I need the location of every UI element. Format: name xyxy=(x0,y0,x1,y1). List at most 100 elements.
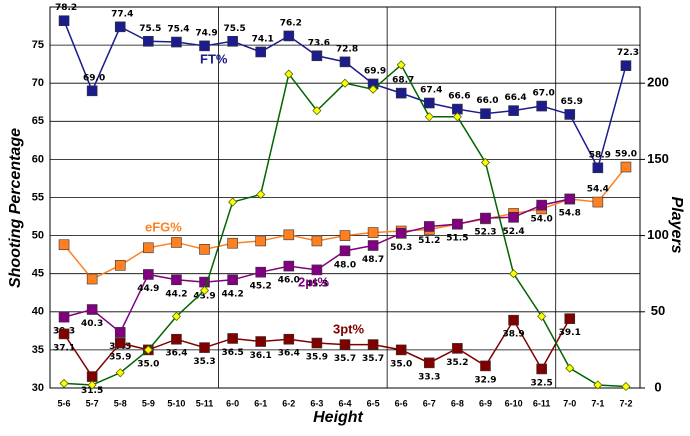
data-label: 69.9 xyxy=(364,66,386,76)
data-label: 33.3 xyxy=(418,372,440,382)
series-annotation: 2pt% xyxy=(298,274,330,289)
marker xyxy=(171,36,182,48)
marker xyxy=(87,380,97,390)
marker xyxy=(311,264,323,276)
marker xyxy=(58,239,70,251)
data-label: 44.9 xyxy=(137,284,159,294)
marker xyxy=(228,197,238,207)
marker xyxy=(593,380,603,390)
marker xyxy=(199,244,210,255)
data-label: 52.3 xyxy=(474,228,496,238)
marker xyxy=(115,368,125,378)
marker xyxy=(565,363,575,373)
data-label: 54.4 xyxy=(587,185,609,195)
data-label: 36.4 xyxy=(165,349,187,359)
marker xyxy=(311,50,323,62)
y2-tick-label: 50 xyxy=(651,303,665,318)
marker xyxy=(480,157,491,168)
x-tick-label: 6-9 xyxy=(479,398,492,408)
data-label: 67.0 xyxy=(533,89,555,99)
data-label: 78.2 xyxy=(55,3,77,13)
x-tick-label: 5-6 xyxy=(58,398,71,408)
marker xyxy=(171,311,181,321)
data-label: 35.7 xyxy=(362,354,384,364)
marker xyxy=(536,100,547,112)
series-annotation: eFG% xyxy=(145,219,182,234)
data-label: 35.9 xyxy=(306,353,328,363)
marker xyxy=(312,106,322,116)
y-tick-label: 65 xyxy=(32,115,44,127)
marker xyxy=(171,237,182,248)
marker xyxy=(508,105,519,116)
marker xyxy=(339,245,351,257)
x-tick-label: 6-11 xyxy=(533,398,551,408)
marker xyxy=(367,227,379,238)
marker xyxy=(536,199,547,211)
x-tick-label: 6-10 xyxy=(505,398,523,408)
marker xyxy=(311,235,323,247)
data-label: 75.4 xyxy=(167,25,189,35)
marker xyxy=(592,196,604,208)
data-label: 45.2 xyxy=(250,282,272,292)
series-annotation: 3pt% xyxy=(333,321,365,336)
marker xyxy=(509,269,519,279)
marker xyxy=(620,161,632,173)
data-label: 65.9 xyxy=(561,97,583,107)
marker xyxy=(395,228,407,239)
marker xyxy=(621,381,631,392)
marker xyxy=(620,60,632,71)
data-label: 54.8 xyxy=(559,209,581,219)
marker xyxy=(424,112,434,122)
y-tick-label: 45 xyxy=(32,268,44,280)
marker xyxy=(143,345,153,355)
marker xyxy=(423,221,435,232)
marker xyxy=(199,342,210,353)
data-label: 32.9 xyxy=(474,375,496,385)
data-label: 66.0 xyxy=(476,96,498,106)
marker xyxy=(452,218,463,230)
marker xyxy=(199,40,210,52)
data-label: 54.0 xyxy=(531,215,553,225)
x-tick-label: 6-1 xyxy=(254,398,267,408)
x-tick-label: 6-2 xyxy=(282,398,295,408)
x-tick-label: 5-10 xyxy=(167,398,185,408)
y-tick-label: 75 xyxy=(32,39,44,51)
data-label: 35.0 xyxy=(390,359,412,369)
data-label: 32.5 xyxy=(531,378,553,388)
data-label: 72.3 xyxy=(617,48,639,58)
y-tick-label: 30 xyxy=(32,382,44,394)
data-label: 66.6 xyxy=(448,92,470,102)
data-label: 59.0 xyxy=(615,150,637,160)
data-label: 48.0 xyxy=(334,260,356,270)
data-label: 35.0 xyxy=(137,359,159,369)
data-label: 68.7 xyxy=(392,76,414,86)
marker xyxy=(592,162,604,174)
marker xyxy=(284,69,294,79)
marker xyxy=(480,360,491,372)
marker xyxy=(480,108,491,119)
marker xyxy=(114,327,126,338)
series-annotation: FT% xyxy=(200,51,228,66)
data-label: 51.2 xyxy=(418,236,440,246)
x-tick-label: 5-7 xyxy=(86,398,99,408)
data-label: 75.5 xyxy=(224,24,246,34)
marker xyxy=(564,193,576,205)
marker xyxy=(256,189,266,200)
plot-frame xyxy=(49,6,641,389)
x-tick-label: 7-1 xyxy=(591,398,604,408)
marker xyxy=(114,337,126,349)
marker xyxy=(199,285,210,296)
data-label: 35.2 xyxy=(446,358,468,368)
x-tick-label: 7-2 xyxy=(619,398,632,408)
marker xyxy=(255,266,267,278)
data-label: 73.6 xyxy=(308,38,330,48)
data-label: 35.9 xyxy=(109,353,131,363)
marker xyxy=(283,229,295,241)
y-tick-label: 55 xyxy=(32,191,44,203)
marker xyxy=(508,314,519,326)
data-label: 66.4 xyxy=(504,93,526,103)
x-tick-label: 6-7 xyxy=(423,398,436,408)
x-tick-label: 5-8 xyxy=(114,398,127,408)
data-label: 50.3 xyxy=(390,243,412,253)
marker xyxy=(564,313,576,324)
